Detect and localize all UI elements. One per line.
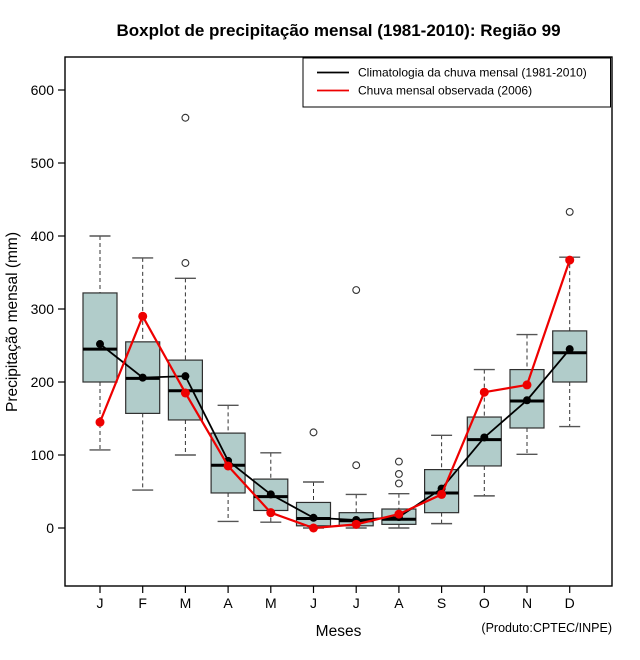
- y-tick-label: 200: [31, 374, 55, 390]
- y-tick-label: 600: [31, 82, 55, 98]
- climatology-point: [96, 340, 104, 349]
- outlier-point: [309, 428, 318, 437]
- observed-point: [95, 417, 105, 427]
- climatology-line: [99, 343, 571, 521]
- climatology-point: [480, 433, 489, 442]
- y-axis-title: Precipitação mensal (mm): [4, 232, 21, 412]
- axis-ticks: 0 100 200 300 400 500 600 J F M A M J J A S O N D: [31, 82, 575, 611]
- climatology-point: [523, 396, 531, 405]
- boxplot-mai: [253, 452, 289, 523]
- y-tick-label: 400: [31, 228, 55, 244]
- y-tick-label: 0: [46, 520, 54, 536]
- legend-label-climatology: Climatologia da chuva mensal (1981-2010): [358, 66, 587, 80]
- climatology-point: [266, 490, 275, 499]
- iqr-box: [82, 292, 118, 383]
- climatology-point: [565, 345, 574, 354]
- boxplots-group: [82, 113, 588, 529]
- boxplot-jul: [338, 286, 374, 529]
- observed-line: [98, 259, 571, 530]
- outlier-point: [394, 479, 403, 488]
- iqr-box: [253, 478, 289, 512]
- outlier-point: [394, 457, 403, 466]
- x-tick-label: M: [265, 595, 277, 611]
- outlier-point: [181, 259, 190, 267]
- iqr-box: [466, 416, 502, 467]
- y-tick-label: 300: [31, 301, 55, 317]
- chart-title: Boxplot de precipitação mensal (1981-201…: [116, 21, 560, 40]
- observed-point: [565, 255, 575, 265]
- legend-label-observed: Chuva mensal observada (2006): [358, 84, 532, 98]
- x-tick-label: O: [479, 595, 490, 611]
- outlier-point: [181, 113, 190, 122]
- outlier-point: [565, 207, 574, 216]
- x-tick-label: J: [353, 595, 360, 611]
- boxplot-jan: [82, 235, 118, 451]
- x-tick-label: F: [138, 595, 147, 611]
- observed-point: [522, 380, 532, 390]
- iqr-box: [210, 432, 246, 494]
- boxplot-set: [424, 434, 460, 525]
- plot-frame: [64, 56, 613, 587]
- footnote-produto: (Produto:CPTEC/INPE): [481, 621, 612, 635]
- y-tick-label: 100: [31, 447, 55, 463]
- boxplot-dez: [552, 207, 588, 428]
- observed-point: [180, 388, 190, 398]
- boxplot-out: [466, 368, 502, 497]
- x-tick-label: J: [310, 595, 317, 611]
- observed-point: [394, 509, 404, 519]
- x-tick-label: D: [565, 595, 575, 611]
- observed-point: [266, 508, 276, 518]
- observed-point: [309, 523, 318, 533]
- series-lines-group: [95, 255, 575, 533]
- outlier-point: [352, 286, 361, 294]
- x-tick-label: A: [394, 595, 404, 611]
- observed-point: [437, 489, 447, 499]
- observed-point: [351, 519, 361, 529]
- climatology-point: [138, 373, 147, 382]
- observed-point: [223, 461, 233, 471]
- climatology-point: [309, 513, 318, 522]
- outlier-point: [352, 461, 361, 470]
- boxplot-mar: [167, 113, 203, 456]
- boxplot-jun: [295, 428, 332, 529]
- legend-box: Climatologia da chuva mensal (1981-2010)…: [302, 57, 611, 108]
- observed-point: [479, 387, 489, 397]
- iqr-box: [552, 330, 588, 383]
- x-axis-title: Meses: [316, 623, 362, 640]
- observed-point: [138, 311, 148, 321]
- x-tick-label: S: [437, 595, 446, 611]
- x-tick-label: J: [97, 595, 104, 611]
- boxplot-abr: [210, 404, 246, 523]
- climatology-point: [181, 372, 190, 381]
- legend-frame: [302, 57, 611, 108]
- outlier-point: [394, 470, 403, 478]
- y-tick-label: 500: [31, 155, 55, 171]
- x-tick-label: A: [223, 595, 233, 611]
- x-tick-label: N: [522, 595, 532, 611]
- x-tick-label: M: [180, 595, 192, 611]
